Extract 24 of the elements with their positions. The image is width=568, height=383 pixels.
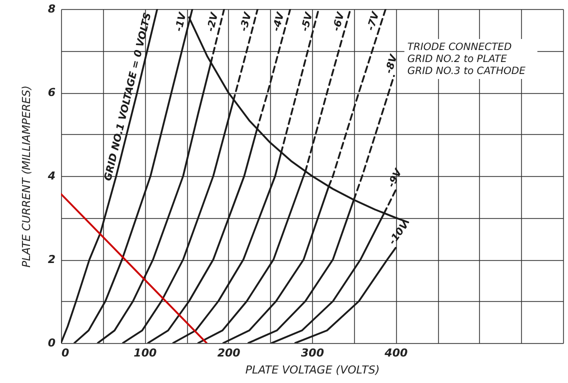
text: -4V [271, 10, 288, 32]
text: -1V [174, 10, 190, 33]
x-tick-label: 200 [217, 346, 241, 360]
y-tick-label: 6 [48, 86, 56, 99]
text: -6V [331, 10, 348, 32]
annotation: GRID NO.3 to CATHODE [407, 66, 526, 77]
y-tick-label: 8 [48, 2, 56, 16]
text: -3V [238, 10, 254, 33]
text: -7V [366, 10, 382, 32]
x-tick-label: 100 [134, 346, 157, 360]
y-tick-label: 4 [46, 170, 56, 182]
y-tick-label: 0 [48, 336, 56, 350]
text: -2V [206, 10, 222, 33]
text: -5V [300, 10, 316, 33]
annotation: GRID NO.2 to PLATE [407, 54, 508, 65]
x-tick-label: 0 [62, 346, 70, 360]
x-tick-label: 400 [384, 346, 408, 360]
y-tick-label: 2 [48, 253, 56, 266]
y-axis-title: PLATE CURRENT (MILLIAMPERES) [20, 85, 33, 268]
x-axis-title: PLATE VOLTAGE (VOLTS) [245, 364, 380, 376]
text: -9V [386, 166, 406, 190]
text: -8V [384, 52, 400, 75]
x-tick-label: 300 [301, 346, 324, 360]
annotation: TRIODE CONNECTED [407, 42, 512, 53]
